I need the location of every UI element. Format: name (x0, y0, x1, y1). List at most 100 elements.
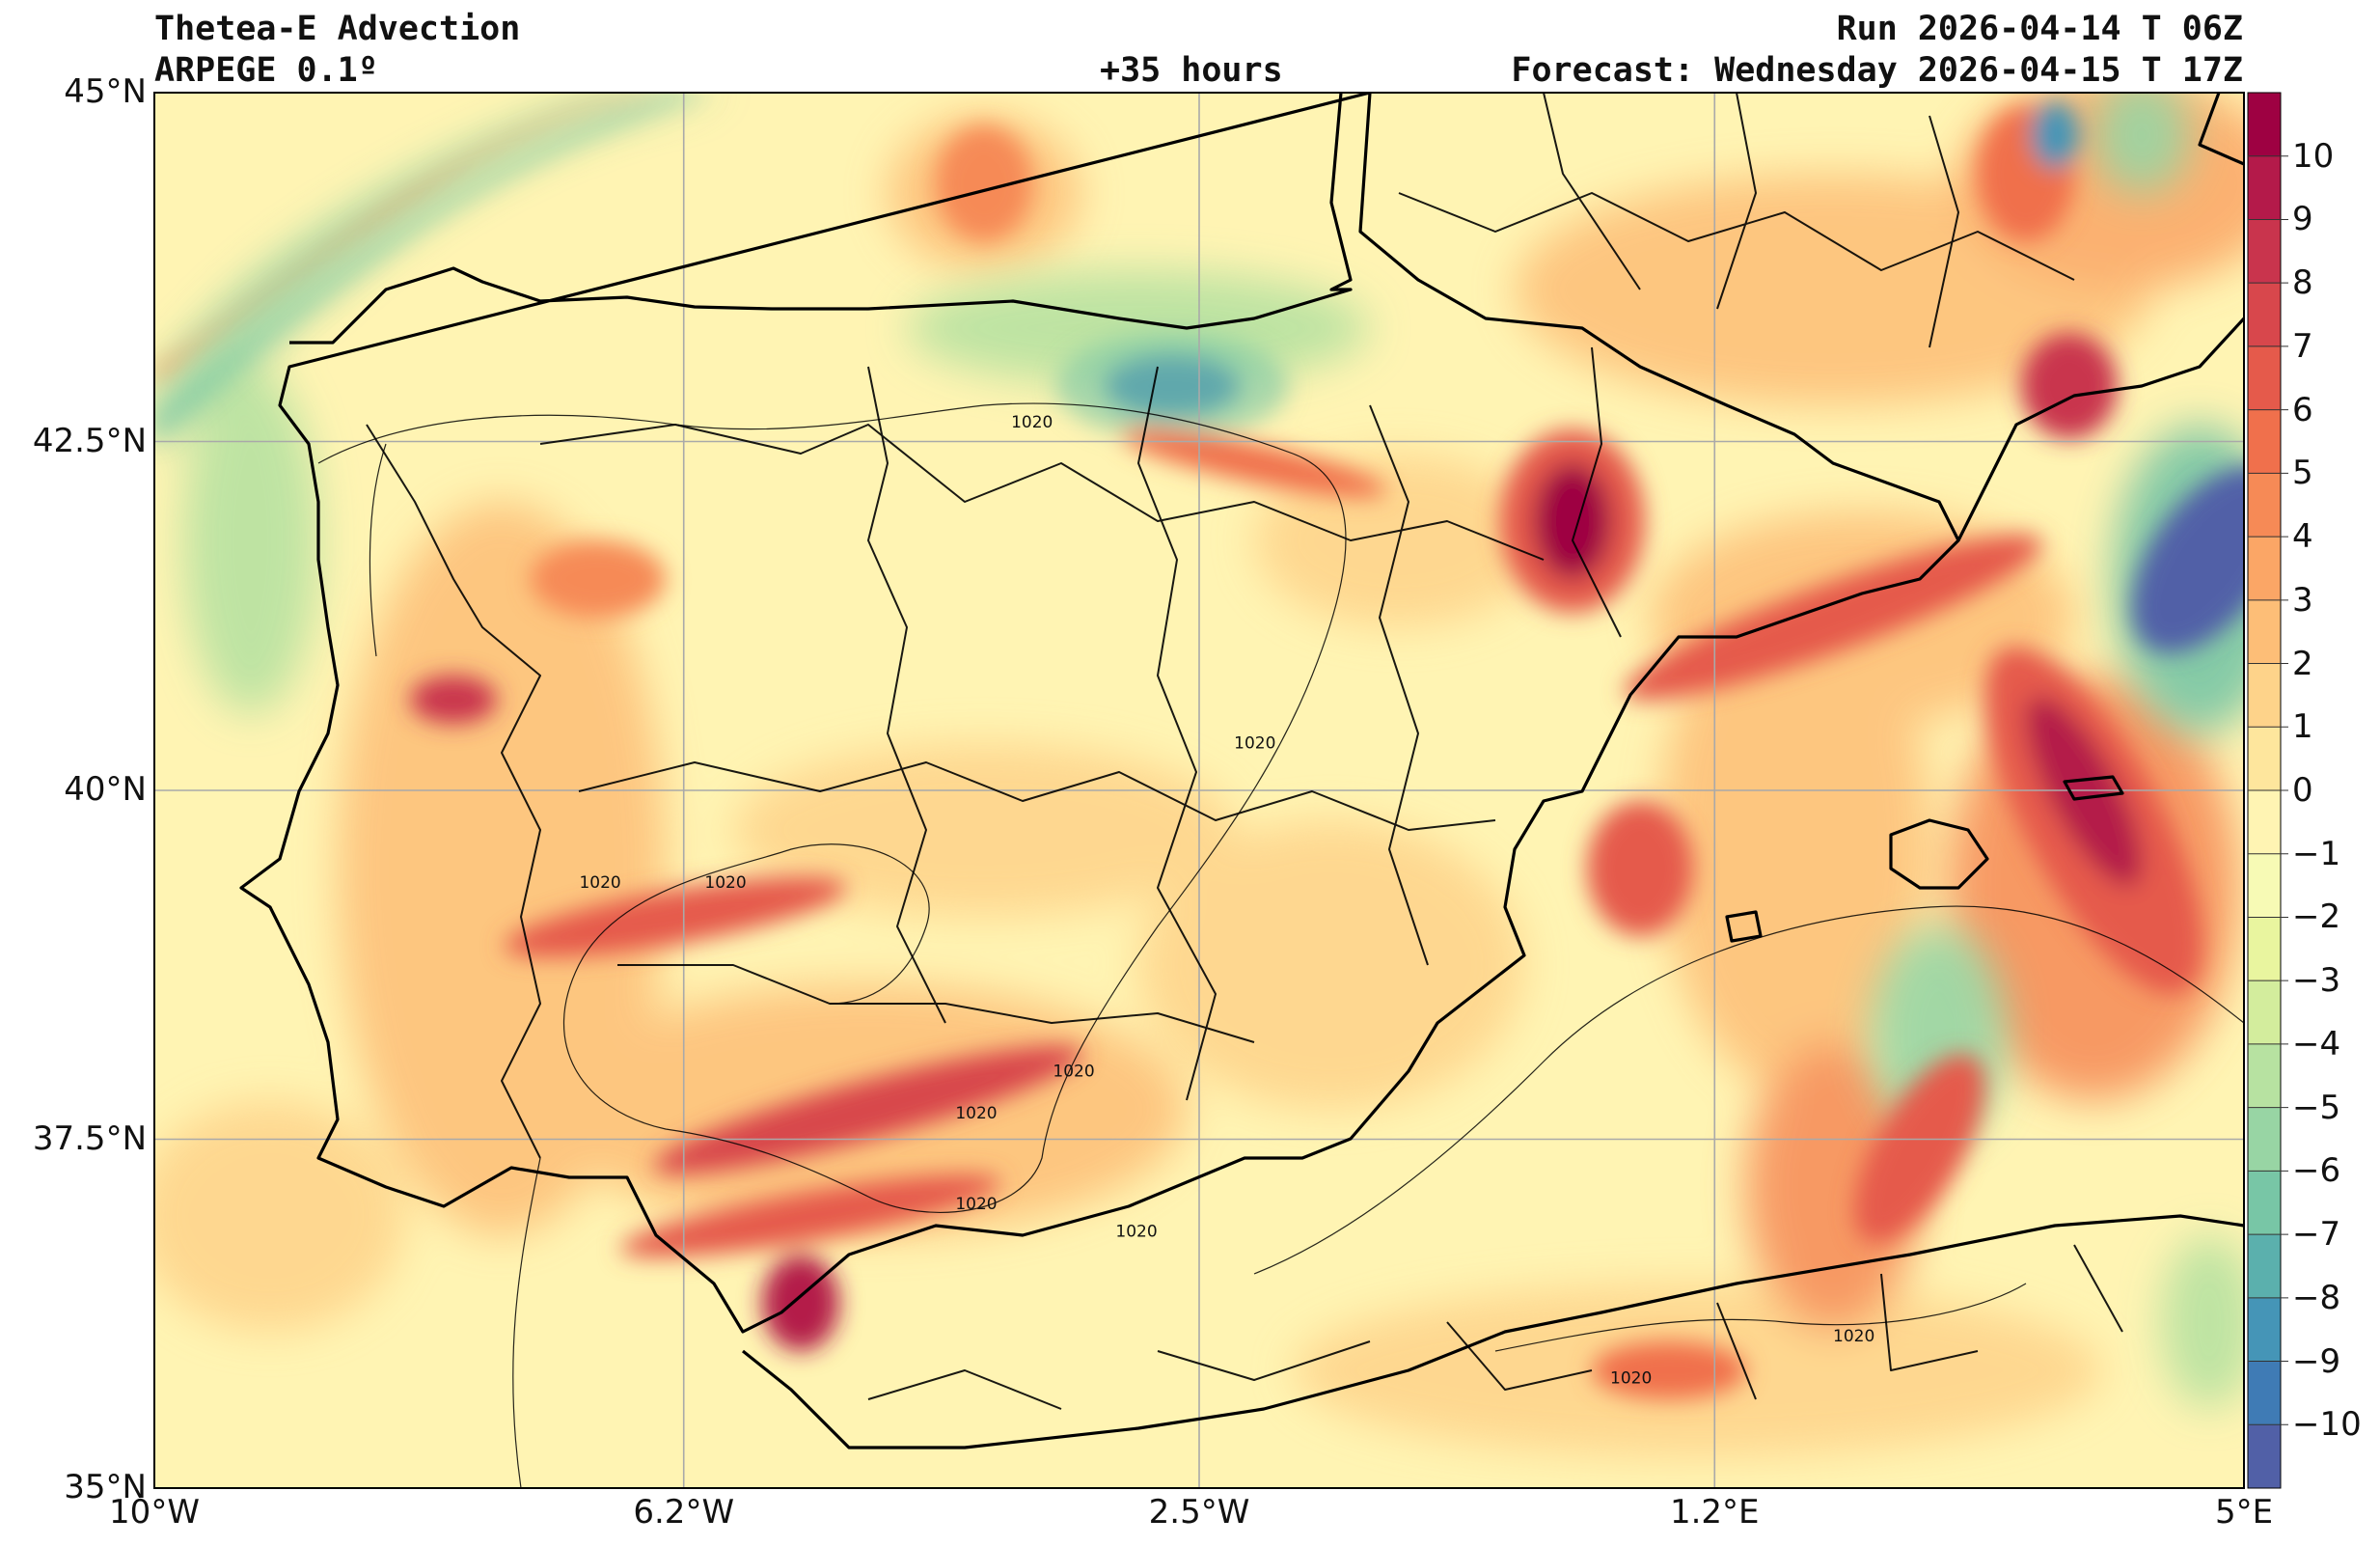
colorbar-label: −5 (2292, 1088, 2341, 1127)
field-positive-atlantic-sw (154, 1100, 405, 1332)
colorbar-label: 0 (2292, 771, 2313, 810)
colorbar-segment (2248, 1297, 2281, 1363)
map-title: Thetea-E Advection (154, 10, 521, 48)
isobars (317, 402, 2244, 1488)
colorbar-segment (2248, 727, 2281, 791)
lead-time: +35 hours (1100, 51, 1283, 90)
graticule (154, 93, 2244, 1488)
colorbar-segment (2248, 599, 2281, 665)
isobar-label: 1020 (704, 873, 746, 893)
run-time: Run 2026-04-14 T 06Z (1836, 10, 2243, 48)
field-pos-ebro-band (1121, 428, 1387, 498)
field-pos-andalucia-band (653, 1045, 1083, 1174)
colorbar-segment (2248, 473, 2281, 538)
colorbar-label: 2 (2292, 644, 2313, 683)
region-border-7 (1572, 346, 1622, 638)
colorbar-segment (2248, 1234, 2281, 1299)
field-negative-tunisia (2161, 1235, 2244, 1409)
isobar-label: 1020 (1115, 1223, 1157, 1242)
isobar-labels: 1020 1020 1020 1020 1020 1020 1020 1020 1020 1020 (579, 413, 1874, 1389)
isobar-label: 1020 (1833, 1327, 1874, 1346)
colorbar-segment (2248, 283, 2281, 347)
field-pos-murcia-core (1587, 801, 1693, 936)
field-pos-sevilla-core (762, 1255, 839, 1351)
colorbar-label: −9 (2292, 1341, 2341, 1381)
colorbar-label: −3 (2292, 961, 2341, 1001)
x-tick-label: 1.2°E (1669, 1493, 1760, 1532)
isobar-1020-africa (1494, 1283, 2027, 1352)
isobar-label: 1020 (955, 1195, 997, 1214)
forecast-time: Forecast: Wednesday 2026-04-15 T 17Z (1511, 51, 2243, 90)
colorbar-segment (2248, 93, 2281, 157)
map-frame (153, 92, 2245, 1489)
colorbar-ticks (2248, 155, 2288, 1425)
field-pos-aragon-core (1534, 463, 1611, 579)
field-pos-lyon-core (2021, 333, 2118, 439)
field-pos-extremadura-band (504, 876, 847, 957)
colorbar-label: 9 (2292, 200, 2313, 239)
x-tick-label: 6.2°W (633, 1493, 735, 1532)
france-med-coast (1956, 317, 2244, 541)
admin-borders (366, 93, 2123, 1410)
region-border-2 (578, 761, 1496, 831)
field-pos-portugal-core (410, 676, 497, 724)
colorbar-segment (2248, 345, 2281, 411)
colorbar-segment (2248, 219, 2281, 284)
field-positive-mancha (733, 743, 1235, 917)
region-border-3 (617, 964, 1255, 1043)
y-tick-label: 40°N (64, 770, 147, 809)
colorbar-label: 5 (2292, 454, 2313, 493)
x-tick-label: 2.5°W (1148, 1493, 1250, 1532)
colorbar-label: 6 (2292, 390, 2313, 429)
isobar-north (369, 443, 387, 657)
colorbar-label: −4 (2292, 1024, 2341, 1063)
isobar-label: 1020 (1053, 1062, 1094, 1081)
isobar-label: 1020 (1610, 1369, 1652, 1389)
isobar-1020-iberia (317, 402, 1347, 1213)
colorbar-label: 3 (2292, 580, 2313, 620)
region-border-4 (867, 366, 946, 1024)
colorbar-label: −6 (2292, 1151, 2341, 1191)
maghreb-regions (867, 1244, 2123, 1410)
field-neg-lion-core (2132, 466, 2244, 653)
colorbar-segment (2248, 917, 2281, 981)
isobar-label: 1020 (955, 1104, 997, 1123)
field-pos-baleares-core (2025, 696, 2143, 887)
colorbar-segment (2248, 980, 2281, 1045)
colorbar-label: 7 (2292, 326, 2313, 366)
isobar-1020-med (1253, 905, 2244, 1275)
colorbar-segment (2248, 1424, 2281, 1489)
isobar-label: 1020 (1011, 413, 1053, 432)
mallorca (1889, 818, 1989, 890)
colorbar-segment (2248, 537, 2281, 601)
colorbar-label: 8 (2292, 263, 2313, 303)
colorbar-label: −10 (2292, 1405, 2362, 1445)
colorbar-segment (2248, 1043, 2281, 1109)
y-tick-label: 37.5°N (32, 1118, 147, 1158)
colorbar-label: −7 (2292, 1215, 2341, 1255)
iberia-coast (239, 93, 1960, 1334)
isobar-label: 1020 (579, 873, 620, 893)
field-pos-andalucia-band2 (619, 1174, 1001, 1257)
field-layer: 1020 1020 1020 1020 1020 1020 1020 1020 1020 1020 (154, 93, 2244, 1488)
y-tick-label: 42.5°N (32, 421, 147, 460)
region-border-1 (539, 424, 1545, 561)
region-border-6 (1369, 404, 1429, 966)
france-regions (1398, 93, 2075, 348)
colorbar-segment (2248, 409, 2281, 474)
colorbar (2247, 92, 2282, 1489)
colorbar-label: −2 (2292, 897, 2341, 937)
field-pos-duero-core (531, 540, 666, 618)
colorbar-label: −1 (2292, 834, 2341, 873)
colorbar-label: 4 (2292, 517, 2313, 557)
region-border-5 (1137, 366, 1217, 1101)
ibiza (1725, 910, 1763, 943)
isobar-label: 1020 (1234, 734, 1275, 754)
colorbar-segment (2248, 1171, 2281, 1235)
field-pos-alboran-core (1854, 1054, 1985, 1243)
y-tick-label: 35°N (64, 1468, 147, 1506)
colorbar-segment (2248, 155, 2281, 220)
field-pos-algeria-core (1592, 1341, 1746, 1399)
north-africa-coast (742, 1214, 2244, 1449)
